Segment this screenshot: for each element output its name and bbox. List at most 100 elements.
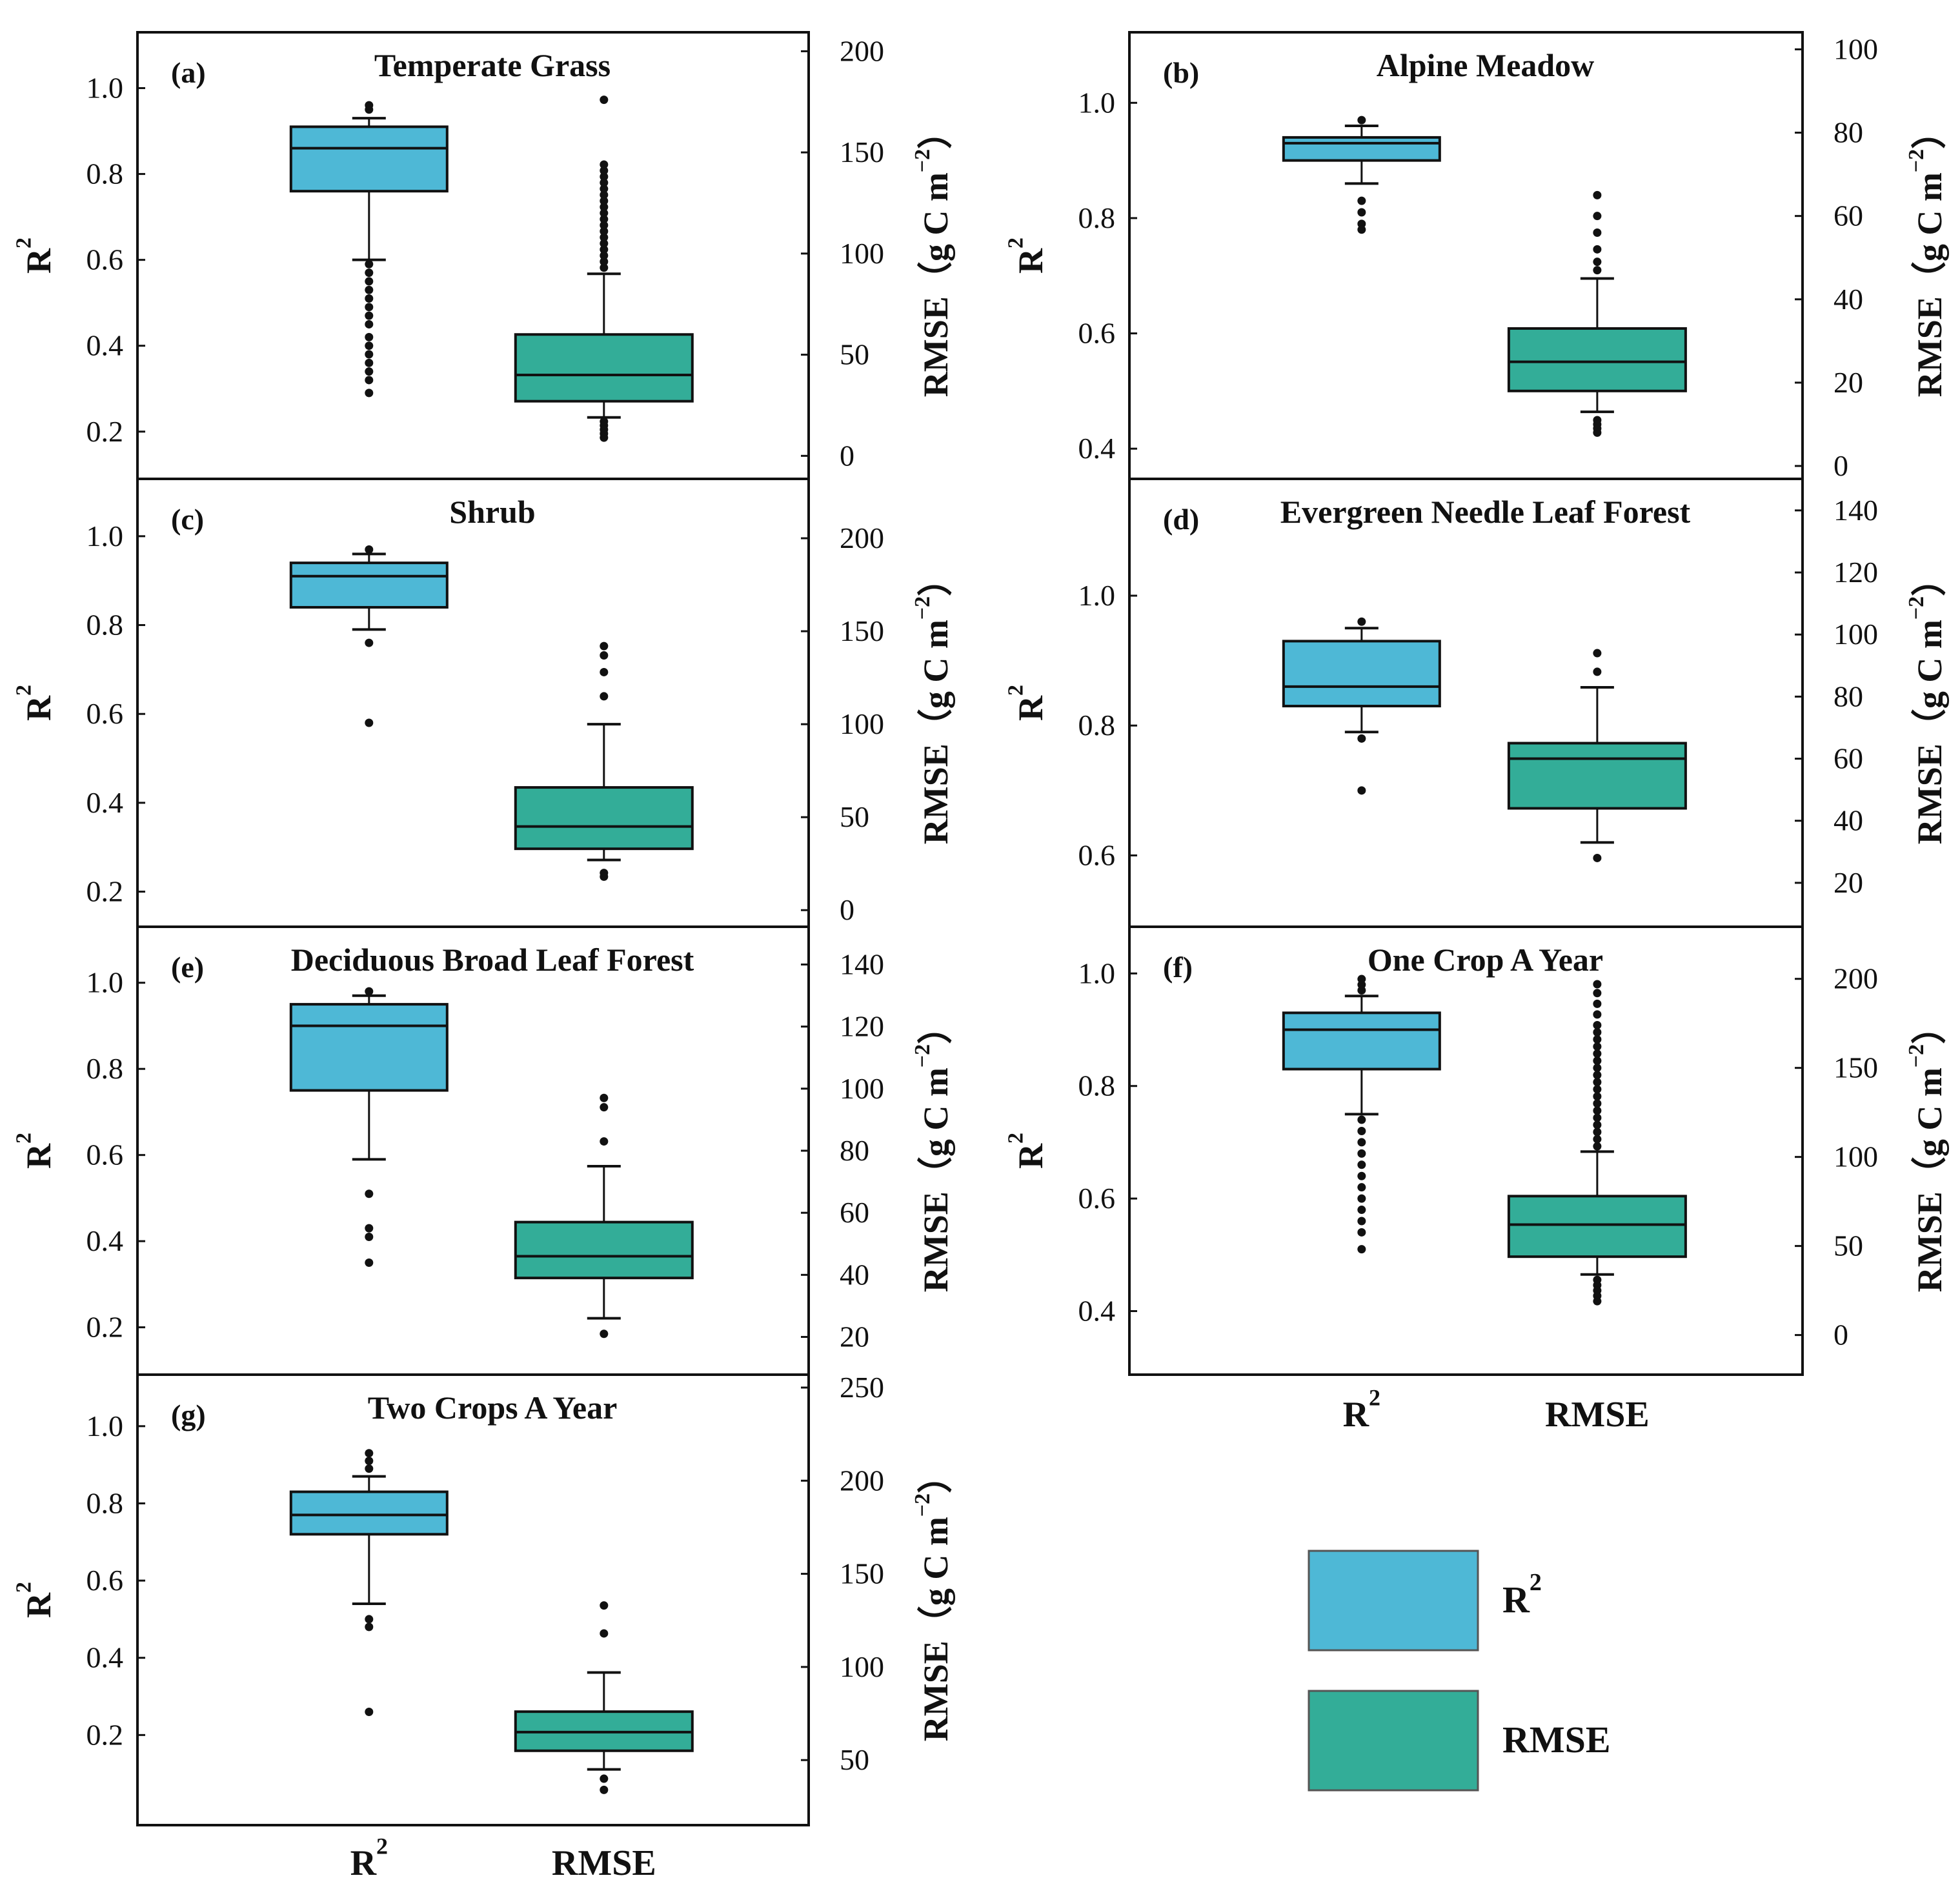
r2-outlier-point	[1357, 1126, 1366, 1135]
rmse-outlier-point	[600, 872, 609, 881]
right-tick-label: 100	[1834, 618, 1878, 651]
r2-outlier-point	[365, 268, 374, 278]
left-axis-label: R2	[12, 1582, 58, 1618]
r2-outlier-point	[365, 303, 374, 312]
rmse-outlier-point	[1593, 190, 1602, 199]
rmse-outlier-point	[600, 233, 609, 242]
left-tick-label: 0.6	[1078, 317, 1116, 350]
left-tick-label: 0.6	[86, 1138, 124, 1171]
left-tick-label: 0.8	[86, 1052, 124, 1085]
r2-box	[289, 1490, 449, 1536]
left-tick-label: 0.2	[86, 1311, 124, 1344]
r2-box	[1282, 136, 1441, 162]
r2-outlier-point	[1357, 1171, 1366, 1180]
rmse-outlier-point	[600, 1785, 609, 1794]
right-tick-label: 150	[840, 136, 884, 168]
right-axis-label: RMSE（g C m−2）	[1904, 561, 1949, 844]
right-tick-label: 150	[1834, 1051, 1878, 1084]
panel-e: 0.2 0.4 0.6 0.8 1.0 20 40 60 80 100 120 140 (e) Decid…	[12, 925, 955, 1376]
rmse-outlier-point	[1593, 1049, 1602, 1058]
rmse-outlier-point	[600, 642, 609, 651]
r2-outlier-point	[365, 277, 374, 286]
panel-a: 0.2 0.4 0.6 0.8 1.0 0 50 100 150 200 (a) Temperate …	[12, 31, 955, 480]
right-tick-label: 100	[840, 1650, 884, 1683]
right-tick-label: 40	[1834, 804, 1863, 837]
r2-outlier-point	[365, 376, 374, 385]
left-tick-label: 0.6	[86, 243, 124, 276]
r2-box	[289, 125, 449, 193]
panel-tag: (d)	[1163, 503, 1199, 536]
r2-outlier-point	[365, 545, 374, 554]
right-axis-label: RMSE（g C m−2）	[911, 114, 955, 397]
right-tick-label: 50	[1834, 1229, 1863, 1262]
rmse-outlier-point	[600, 245, 609, 254]
r2-outlier-point	[1357, 1245, 1366, 1254]
right-tick-label: 150	[840, 614, 884, 647]
r2-outlier-point	[1357, 1149, 1366, 1158]
r2-outlier-point	[1357, 1160, 1366, 1169]
left-tick-label: 0.2	[86, 415, 124, 448]
r2-outlier-point	[365, 358, 374, 367]
rmse-outlier-point	[600, 1093, 609, 1102]
category-label-rmse: RMSE	[1545, 1395, 1650, 1435]
right-axis-label: RMSE（g C m−2）	[1904, 1009, 1949, 1292]
r2-outlier-point	[1357, 1115, 1366, 1124]
rmse-outlier-point	[1593, 1092, 1602, 1101]
panel-title: Shrub	[449, 494, 535, 530]
left-tick-label: 0.6	[86, 1564, 124, 1597]
rmse-outlier-point	[1593, 1135, 1602, 1144]
panel-title: Deciduous Broad Leaf Forest	[291, 942, 694, 978]
panel-f: 0.4 0.6 0.8 1.0 0 50 100 150 200 (f) One Crop A Ye…	[1004, 925, 1949, 1376]
rmse-outlier-point	[600, 96, 609, 105]
r2-outlier-point	[365, 1224, 374, 1233]
panel-tag: (e)	[171, 951, 204, 984]
r2-outlier-point	[365, 1258, 374, 1268]
left-tick-label: 0.2	[86, 1718, 124, 1751]
r2-box	[1282, 640, 1441, 708]
left-tick-label: 0.4	[86, 1224, 124, 1257]
panel-title: Alpine Meadow	[1377, 47, 1595, 83]
right-tick-label: 200	[1834, 962, 1878, 995]
r2-outlier-point	[365, 1189, 374, 1198]
left-tick-label: 1.0	[86, 966, 124, 999]
right-tick-label: 40	[840, 1258, 869, 1291]
right-tick-label: 120	[840, 1010, 884, 1043]
rmse-outlier-point	[1593, 228, 1602, 237]
right-tick-label: 100	[1834, 1140, 1878, 1173]
right-tick-label: 80	[1834, 680, 1863, 712]
rmse-box	[1507, 1195, 1687, 1258]
r2-outlier-point	[365, 987, 374, 996]
rmse-outlier-point	[1593, 1106, 1602, 1115]
left-tick-label: 1.0	[86, 520, 124, 552]
right-tick-label: 200	[840, 521, 884, 554]
right-axis-label: RMSE（g C m−2）	[911, 1459, 955, 1741]
rmse-outlier-point	[1593, 667, 1602, 676]
legend: R2 RMSE	[1308, 1550, 1611, 1792]
panel-tag: (f)	[1163, 951, 1193, 984]
r2-outlier-point	[1357, 1183, 1366, 1192]
rmse-outlier-point	[600, 1103, 609, 1112]
panel-frame	[1128, 925, 1804, 1376]
rmse-box	[1507, 327, 1687, 392]
left-tick-label: 0.6	[1078, 838, 1116, 871]
right-tick-label: 100	[840, 1072, 884, 1105]
rmse-outlier-point	[1593, 1056, 1602, 1066]
panel-tag: (a)	[171, 56, 206, 89]
rmse-outlier-point	[1593, 1127, 1602, 1137]
left-tick-label: 0.8	[86, 1486, 124, 1519]
rmse-box	[1507, 742, 1687, 810]
rmse-outlier-point	[600, 1601, 609, 1610]
panel-frame	[136, 478, 810, 928]
r2-outlier-point	[365, 1615, 374, 1624]
r2-outlier-point	[365, 311, 374, 320]
panel-tag: (b)	[1163, 56, 1199, 89]
left-tick-label: 0.8	[1078, 709, 1116, 742]
right-axis-label: RMSE（g C m−2）	[1904, 114, 1949, 397]
right-tick-label: 120	[1834, 556, 1878, 589]
right-tick-label: 20	[1834, 366, 1863, 399]
rmse-box	[514, 1220, 694, 1280]
rmse-outlier-point	[1593, 1120, 1602, 1129]
panel-title: One Crop A Year	[1368, 942, 1603, 978]
